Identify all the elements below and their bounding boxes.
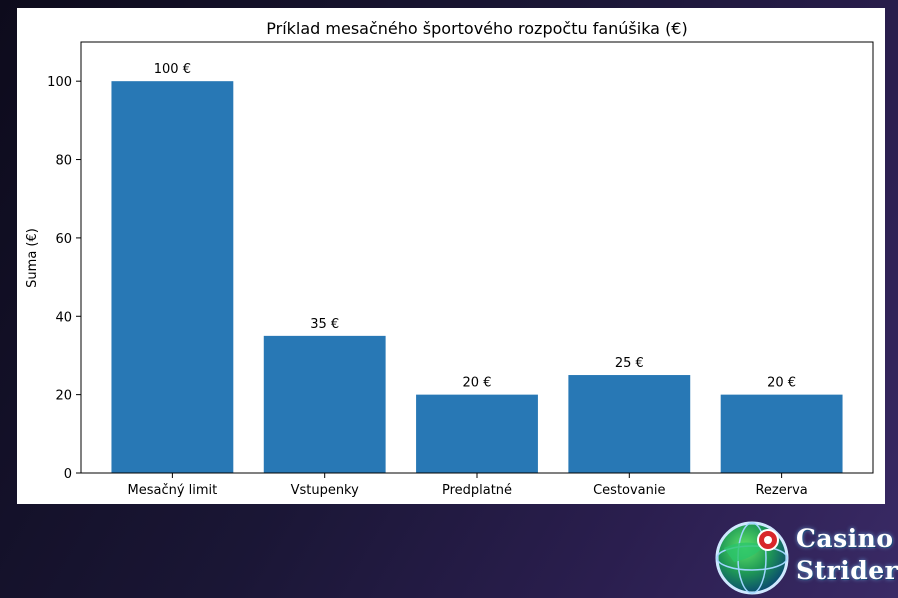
bar-3	[416, 394, 538, 473]
logo-text-strider: Strider	[796, 556, 898, 585]
logo-text-casino: Casino	[796, 524, 894, 553]
x-tick-label-4: Cestovanie	[593, 483, 665, 498]
x-tick-label-5: Rezerva	[755, 483, 807, 498]
chart-title: Príklad mesačného športového rozpočtu fa…	[266, 19, 687, 38]
data-label-4: 25 €	[615, 356, 644, 371]
plot-frame	[80, 41, 874, 474]
bar-4	[568, 375, 691, 473]
y-tick-label-0: 0	[64, 467, 72, 482]
bar-2	[263, 335, 386, 473]
x-tick-label-2: Vstupenky	[291, 483, 360, 498]
data-label-2: 35 €	[310, 317, 339, 332]
y-tick-label-80: 80	[55, 154, 72, 169]
bar-5	[720, 394, 843, 473]
data-label-3: 20 €	[463, 376, 492, 391]
bar-1	[111, 81, 234, 473]
globe-icon	[715, 521, 789, 595]
y-axis-label: Suma (€)	[25, 228, 40, 288]
y-tick-label-40: 40	[55, 310, 72, 325]
data-label-1: 100 €	[154, 62, 191, 77]
casino-strider-logo: Casino Strider	[714, 516, 898, 598]
x-tick-label-3: Predplatné	[442, 483, 512, 498]
x-tick-label-1: Mesačný limit	[128, 483, 218, 498]
chart-panel: Príklad mesačného športového rozpočtu fa…	[17, 8, 885, 504]
y-tick-label-60: 60	[55, 232, 72, 247]
y-tick-label-20: 20	[55, 389, 72, 404]
y-tick-label-100: 100	[47, 75, 72, 90]
bar-chart: Príklad mesačného športového rozpočtu fa…	[25, 19, 874, 498]
data-label-5: 20 €	[767, 376, 796, 391]
plot-area: 100 € Mesačný limit 35 € Vstupenky 20 € Predp…	[47, 41, 874, 498]
